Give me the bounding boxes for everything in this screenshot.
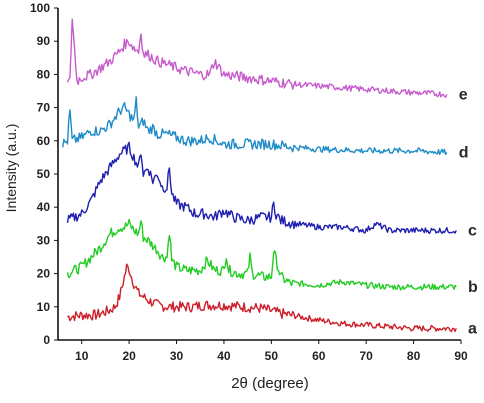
series-label-c: c — [468, 222, 477, 239]
series-label-b: b — [468, 279, 478, 296]
series-line-d — [62, 96, 448, 156]
x-tick-label: 40 — [217, 349, 231, 363]
x-tick-label: 80 — [407, 349, 421, 363]
series-label-e: e — [459, 86, 468, 103]
x-tick-label: 50 — [265, 349, 279, 363]
y-tick-label: 80 — [37, 67, 51, 81]
series-line-b — [66, 218, 457, 291]
x-tick-label: 70 — [359, 349, 373, 363]
y-tick-label: 40 — [37, 200, 51, 214]
series-layer — [62, 18, 457, 333]
y-tick-label: 60 — [37, 134, 51, 148]
series-label-a: a — [468, 320, 477, 337]
y-tick-label: 90 — [37, 34, 51, 48]
y-tick-label: 30 — [37, 233, 51, 247]
series-line-c — [66, 141, 457, 235]
series-line-e — [66, 18, 448, 98]
x-tick-label: 30 — [170, 349, 184, 363]
axes-layer — [54, 7, 462, 344]
y-tick-label: 100 — [30, 1, 50, 15]
y-tick-label: 0 — [43, 333, 50, 347]
series-line-a — [67, 263, 457, 333]
x-tick-labels: 10 20 30 40 50 60 70 80 90 — [75, 349, 468, 363]
y-tick-label: 20 — [37, 267, 51, 281]
x-tick-label: 20 — [122, 349, 136, 363]
y-tick-label: 70 — [37, 101, 51, 115]
series-label-d: d — [459, 144, 469, 161]
y-axis-label: Intensity (a.u.) — [3, 124, 19, 213]
y-tick-label: 50 — [37, 167, 51, 181]
y-tick-labels: 0 10 20 30 40 50 60 70 80 90 100 — [30, 1, 50, 347]
y-tick-label: 10 — [37, 300, 51, 314]
series-labels: a b c d e — [459, 86, 478, 337]
x-axis-label: 2θ (degree) — [231, 375, 309, 392]
x-tick-label: 90 — [454, 349, 468, 363]
x-tick-label: 60 — [312, 349, 326, 363]
x-tick-label: 10 — [75, 349, 89, 363]
